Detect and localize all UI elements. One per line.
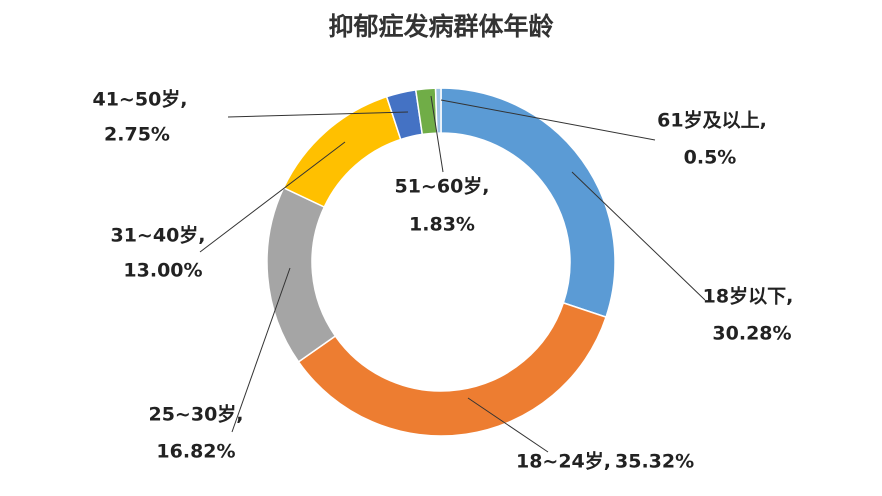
donut-segment	[297, 301, 607, 437]
value-label: 16.82%	[156, 441, 235, 463]
category-label: 61岁及以上,	[657, 109, 767, 132]
chart-title: 抑郁症发病群体年龄	[328, 12, 554, 41]
leader-line	[231, 267, 291, 433]
value-label: 1.83%	[409, 214, 475, 236]
value-label: 0.5%	[684, 147, 737, 169]
leader-line	[430, 95, 444, 173]
category-label: 18岁以下,	[703, 285, 794, 308]
donut-segment	[282, 95, 402, 209]
value-label: 30.28%	[712, 323, 791, 345]
category-label: 51~60岁,	[394, 175, 489, 198]
category-label: 31~40岁,	[110, 224, 205, 247]
leader-line	[440, 99, 656, 141]
donut-segment	[266, 186, 337, 363]
value-label: 13.00%	[123, 260, 202, 282]
leader-line	[467, 397, 549, 453]
leader-line	[199, 141, 346, 253]
leader-line	[227, 111, 409, 118]
category-label: 41~50岁,	[92, 88, 187, 111]
value-label: 2.75%	[104, 124, 170, 146]
donut-segment	[440, 87, 616, 319]
leader-line	[571, 171, 706, 301]
category-label: 25~30岁,	[148, 403, 243, 426]
donut-segment	[434, 87, 442, 134]
category-label: 18~24岁,	[516, 450, 611, 473]
value-label: 35.32%	[615, 451, 694, 473]
